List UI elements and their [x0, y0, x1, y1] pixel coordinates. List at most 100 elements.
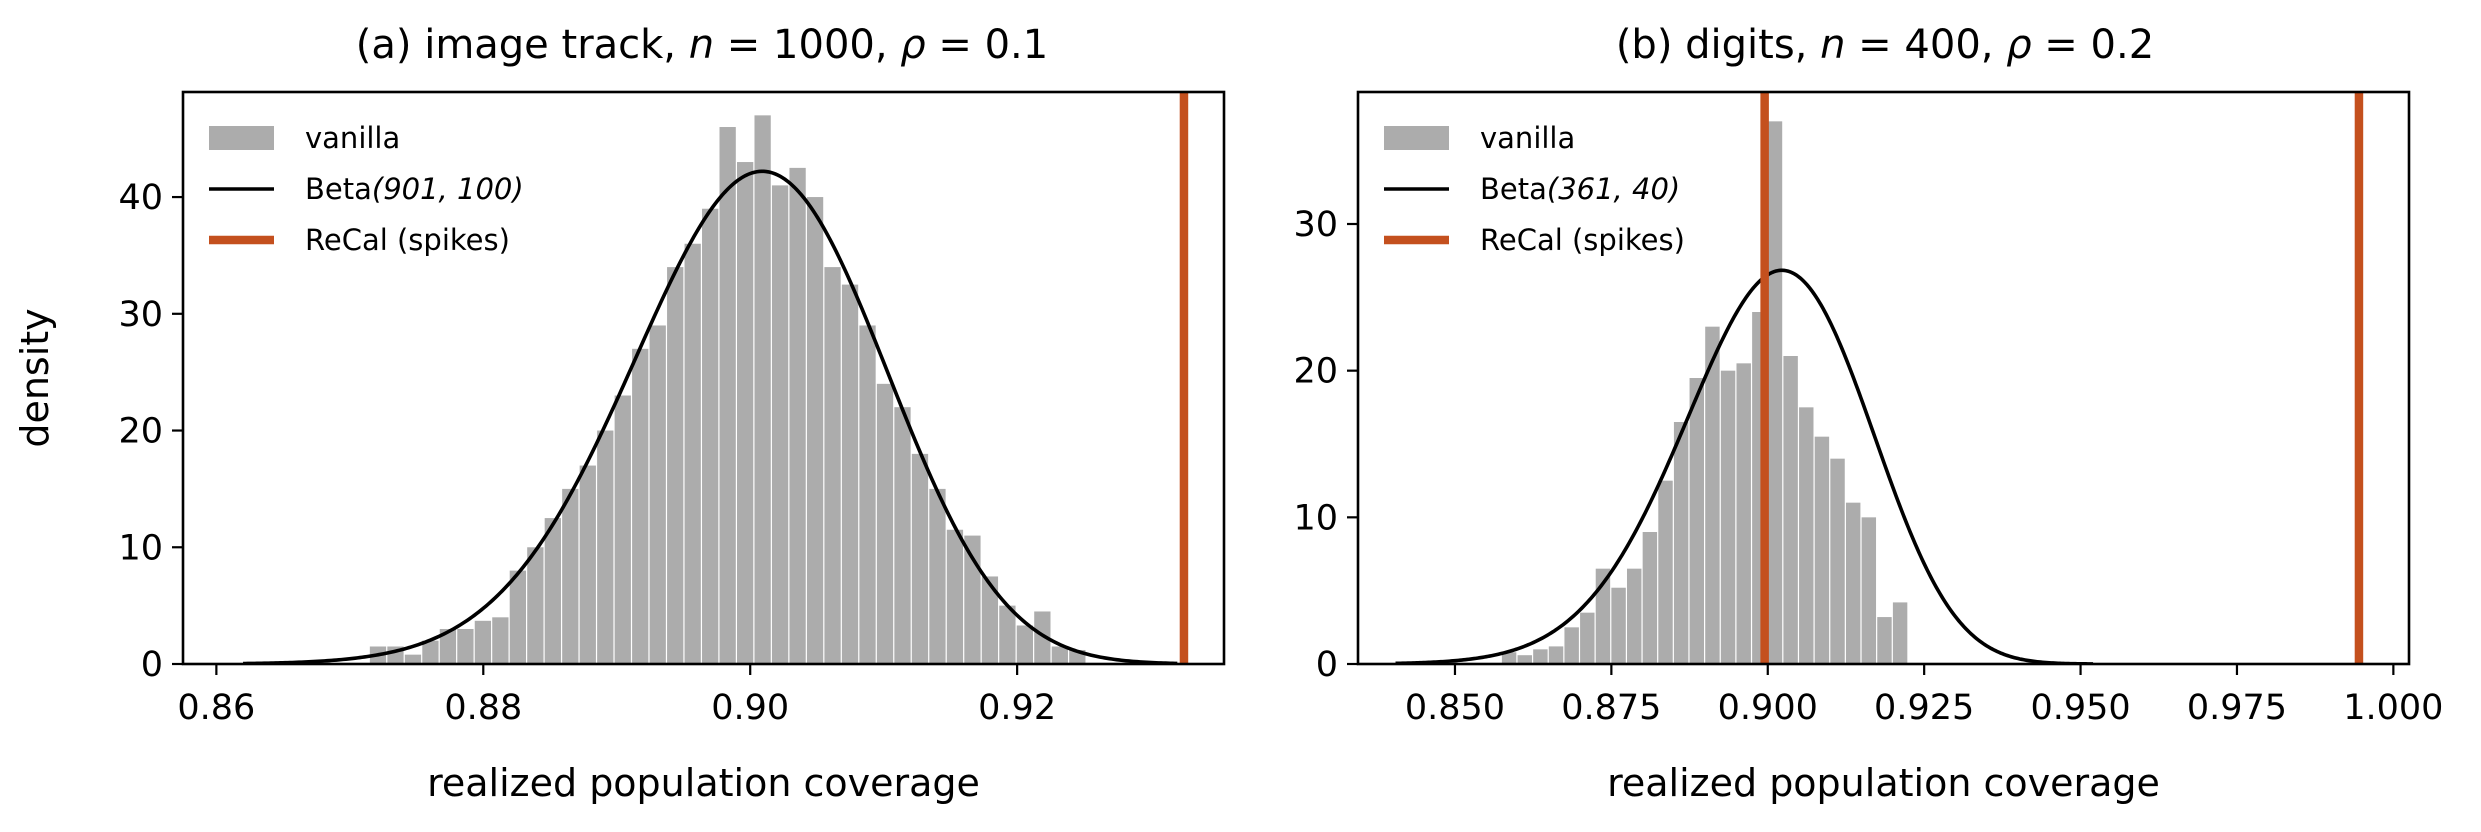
x-axis-label: realized population coverage	[427, 761, 980, 805]
legend-swatch-vanilla	[209, 126, 274, 150]
histogram-bar	[754, 115, 771, 664]
histogram-bar	[1580, 612, 1595, 664]
histogram-bar	[439, 628, 457, 664]
histogram-bar	[736, 162, 754, 664]
histogram-bar	[911, 453, 929, 664]
histogram-bar	[1034, 611, 1051, 664]
legend-label-recal: ReCal (spikes)	[1480, 223, 1685, 257]
histogram-bar	[1689, 378, 1705, 664]
histogram-bar	[579, 465, 596, 664]
histogram-bar	[1720, 370, 1736, 664]
histogram-bar	[1830, 458, 1845, 664]
x-tick-label: 0.88	[444, 688, 522, 728]
histogram-bar	[771, 185, 789, 664]
histogram-bar	[632, 348, 649, 664]
y-tick-label: 40	[118, 178, 163, 218]
histogram-bar	[841, 284, 859, 664]
histogram-bar	[1642, 532, 1658, 664]
x-tick-label: 0.875	[1561, 688, 1661, 728]
histogram-bar	[422, 640, 439, 664]
histogram-bar	[1658, 480, 1673, 664]
chart-title: (b) digits, n = 400, ρ = 0.2	[1616, 22, 2154, 68]
histogram-bar	[509, 570, 526, 664]
histogram-bar	[719, 127, 736, 664]
legend-label-beta: Beta(361, 40)	[1480, 172, 1680, 206]
histogram-bar	[1016, 625, 1034, 664]
histogram-bar	[1564, 627, 1579, 664]
histogram-bar	[1845, 502, 1861, 664]
histogram-bar	[457, 628, 474, 664]
histogram-bar	[894, 407, 911, 664]
histogram-bar	[1548, 646, 1564, 664]
y-axis-label: density	[13, 308, 57, 447]
histogram-bar	[1892, 602, 1908, 664]
histogram-bar	[1673, 422, 1689, 664]
y-tick-label: 0	[141, 645, 163, 685]
histogram-vanilla	[369, 115, 1086, 664]
x-tick-label: 0.925	[1874, 688, 1974, 728]
histogram-bar	[614, 395, 631, 664]
histogram-bar	[876, 383, 894, 664]
histogram-bar	[999, 605, 1016, 664]
legend-label-beta: Beta(901, 100)	[305, 172, 524, 206]
histogram-bar	[649, 325, 666, 664]
histogram-bar	[1783, 356, 1798, 664]
y-tick-label: 10	[118, 528, 163, 568]
histogram-bar	[404, 654, 422, 664]
y-tick-label: 20	[1293, 352, 1338, 392]
histogram-bar	[1501, 652, 1517, 664]
x-axis-label: realized population coverage	[1607, 761, 2160, 805]
legend: vanilla Beta(361, 40) ReCal (spikes)	[1384, 121, 1685, 257]
histogram-bar	[1736, 363, 1751, 664]
y-tick-label: 30	[1293, 205, 1338, 245]
histogram-bar	[1595, 568, 1611, 664]
x-tick-label: 0.950	[2030, 688, 2130, 728]
histogram-bar	[702, 208, 719, 664]
legend: vanilla Beta(901, 100) ReCal (spikes)	[209, 121, 524, 257]
histogram-bar	[1517, 655, 1532, 664]
axes-frame	[181, 90, 1226, 666]
histogram-bar	[946, 529, 964, 664]
x-tick-label: 0.900	[1718, 688, 1818, 728]
histogram-bar	[544, 518, 561, 664]
x-tick-label: 0.850	[1405, 688, 1505, 728]
histogram-bar	[667, 267, 684, 664]
y-tick-label: 30	[118, 295, 163, 335]
beta-pdf-line	[1395, 268, 2094, 664]
y-tick-label: 0	[1316, 645, 1338, 685]
histogram-bar	[1533, 649, 1548, 664]
histogram-bar	[929, 488, 946, 664]
plot-area	[243, 92, 1189, 664]
histogram-bar	[1767, 121, 1783, 664]
histogram-bar	[789, 167, 806, 664]
axes-frame	[1356, 90, 2411, 666]
chart-panel-a: 0.86 0.88 0.90 0.92 0 10 20 30 40 realized popula…	[13, 22, 1226, 805]
legend-label-recal: ReCal (spikes)	[305, 223, 510, 257]
x-tick-label: 0.975	[2187, 688, 2287, 728]
histogram-bar	[806, 197, 824, 664]
y-tick-label: 10	[1293, 498, 1338, 538]
histogram-bar	[597, 430, 614, 664]
histogram-bar	[1861, 517, 1877, 664]
chart-title: (a) image track, n = 1000, ρ = 0.1	[356, 22, 1048, 68]
histogram-bar	[562, 488, 579, 664]
histogram-bar	[1705, 326, 1720, 664]
histogram-bar	[981, 576, 999, 664]
histogram-bar	[824, 267, 841, 664]
histogram-bar	[859, 325, 876, 664]
x-tick-label: 0.92	[978, 688, 1056, 728]
legend-swatch-vanilla	[1384, 126, 1449, 150]
histogram-bar	[527, 547, 544, 664]
x-tick-label: 1.000	[2343, 688, 2443, 728]
x-tick-label: 0.90	[711, 688, 789, 728]
beta-pdf-line	[243, 169, 1178, 664]
histogram-bar	[1814, 436, 1830, 664]
x-tick-label: 0.86	[177, 688, 255, 728]
histogram-bar	[684, 243, 701, 664]
histogram-bar	[1611, 587, 1626, 664]
histogram-bar	[1799, 407, 1814, 664]
y-tick-label: 20	[118, 412, 163, 452]
histogram-bar	[474, 620, 492, 664]
histogram-bar	[1051, 646, 1068, 664]
